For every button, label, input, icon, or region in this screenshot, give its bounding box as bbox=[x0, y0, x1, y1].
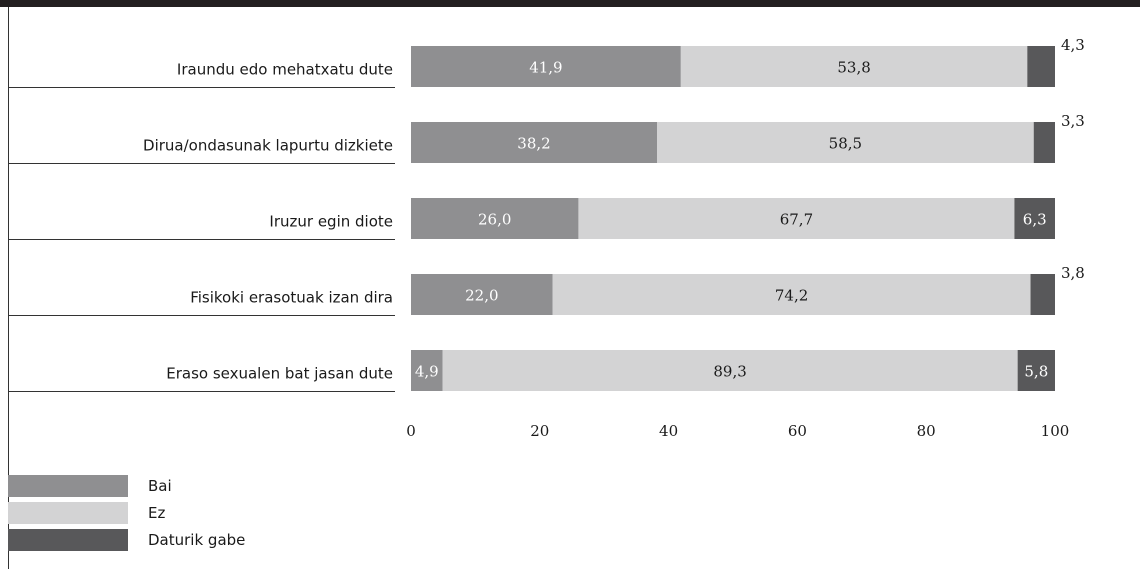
bar-segment bbox=[442, 350, 1018, 391]
x-tick-label: 100 bbox=[1041, 422, 1070, 440]
category-label: Iruzur egin diote bbox=[269, 213, 393, 231]
data-label: 38,2 bbox=[517, 135, 550, 153]
bar-segment bbox=[1030, 274, 1055, 315]
data-label: 3,3 bbox=[1061, 112, 1085, 130]
bar-segment bbox=[411, 46, 681, 87]
legend-swatch bbox=[8, 502, 128, 524]
bar-segment bbox=[1033, 122, 1055, 163]
bar-segment bbox=[1014, 198, 1055, 239]
legend-swatch bbox=[8, 475, 128, 497]
x-tick-label: 20 bbox=[530, 422, 549, 440]
top-band bbox=[0, 0, 1140, 7]
data-label: 89,3 bbox=[713, 363, 746, 381]
bar-segment bbox=[411, 350, 443, 391]
legend-label: Ez bbox=[148, 504, 165, 522]
data-label: 74,2 bbox=[775, 287, 808, 305]
data-label: 22,0 bbox=[465, 287, 498, 305]
data-label: 67,7 bbox=[780, 211, 813, 229]
category-label: Iraundu edo mehatxatu dute bbox=[177, 61, 393, 79]
legend-swatch bbox=[8, 529, 128, 551]
data-label: 26,0 bbox=[478, 211, 511, 229]
bar-segment bbox=[578, 198, 1015, 239]
bar-segment bbox=[657, 122, 1034, 163]
legend-label: Daturik gabe bbox=[148, 531, 245, 549]
x-tick-label: 0 bbox=[406, 422, 416, 440]
category-label: Fisikoki erasotuak izan dira bbox=[190, 289, 393, 307]
data-label: 41,9 bbox=[529, 59, 562, 77]
bar-segment bbox=[1017, 350, 1055, 391]
x-tick-label: 80 bbox=[917, 422, 936, 440]
bar-segment bbox=[411, 198, 579, 239]
category-label: Dirua/ondasunak lapurtu dizkiete bbox=[143, 137, 393, 155]
data-label: 53,8 bbox=[837, 59, 870, 77]
x-tick-label: 40 bbox=[659, 422, 678, 440]
bar-segment bbox=[411, 122, 658, 163]
data-label: 4,3 bbox=[1061, 36, 1085, 54]
data-label: 4,9 bbox=[415, 363, 439, 381]
bar-segment bbox=[1027, 46, 1055, 87]
data-label: 3,8 bbox=[1061, 264, 1085, 282]
legend-label: Bai bbox=[148, 477, 172, 495]
category-label: Eraso sexualen bat jasan dute bbox=[166, 365, 393, 383]
data-label: 6,3 bbox=[1023, 211, 1047, 229]
data-label: 5,8 bbox=[1024, 363, 1048, 381]
data-label: 58,5 bbox=[829, 135, 862, 153]
bar-segment bbox=[680, 46, 1028, 87]
x-tick-label: 60 bbox=[788, 422, 807, 440]
bar-segment bbox=[411, 274, 553, 315]
bar-segment bbox=[552, 274, 1031, 315]
